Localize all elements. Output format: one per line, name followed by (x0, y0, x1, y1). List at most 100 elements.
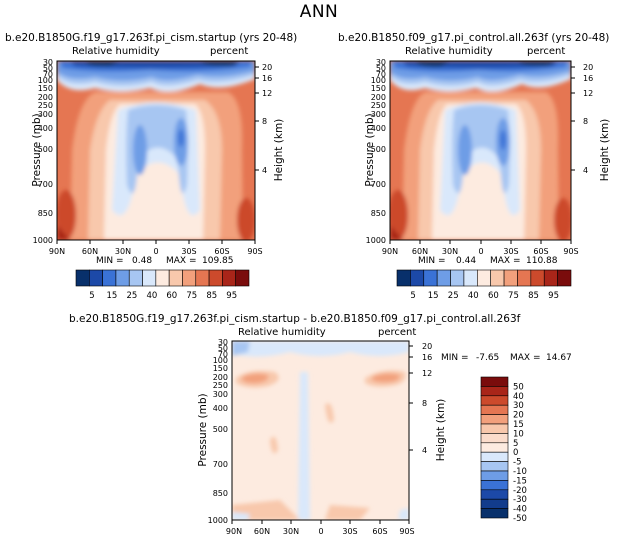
y-tick-label: 30 (376, 58, 386, 67)
y-tick-label: 250 (213, 381, 228, 390)
min-value: 0.48 (132, 256, 152, 266)
colorbar-label: 85 (528, 291, 539, 301)
colorbar-swatch (235, 269, 250, 287)
panel-3: b.e20.B1850G.f19_g17.263f.pi_cism.startu… (69, 313, 572, 536)
colorbar-swatch (436, 269, 451, 287)
colorbar-label: 85 (206, 291, 217, 301)
x-tick-label: 90S (399, 527, 414, 536)
y-tick-label: 200 (371, 93, 386, 102)
panel-title: b.e20.B1850G.f19_g17.263f.pi_cism.startu… (69, 313, 521, 325)
colorbar-swatch (480, 442, 509, 453)
x-tick-label: 30S (181, 247, 196, 256)
colorbar-swatch (480, 376, 509, 387)
y2-tick-label: 8 (262, 117, 267, 126)
colorbar-label: 20 (513, 411, 524, 421)
y-tick-label: 500 (38, 145, 53, 154)
colorbar-swatch (557, 269, 572, 287)
x-tick-label: 60S (214, 247, 229, 256)
y-tick-label: 300 (371, 110, 386, 119)
y2-tick-label: 20 (262, 63, 272, 72)
y-tick-label: 500 (371, 145, 386, 154)
colorbar-label: 75 (186, 291, 197, 301)
colorbar-swatch (155, 269, 170, 287)
colorbar-swatch (480, 423, 509, 434)
max-label: MAX = (490, 256, 521, 266)
y-tick-label: 700 (213, 460, 228, 469)
page-title: ANN (299, 2, 339, 22)
y2-tick-label: 20 (422, 342, 432, 351)
x-tick-label: 60N (82, 247, 98, 256)
x-tick-label: 90N (382, 247, 398, 256)
x-tick-label: 0 (478, 247, 483, 256)
panel-title: b.e20.B1850.f09_g17.pi_control.all.263f … (338, 32, 609, 44)
colorbar-swatch (530, 269, 545, 287)
colorbar-swatch (115, 269, 130, 287)
variable-label: Relative humidity (238, 327, 326, 338)
x-axis: 90N 60N 30N 0 30S 60S 90S (49, 240, 263, 256)
y-tick-label: 300 (38, 110, 53, 119)
colorbar-label: 25 (126, 291, 137, 301)
y-axis-title: Pressure (mb) (31, 113, 43, 186)
panel-2: b.e20.B1850.f09_g17.pi_control.all.263f … (338, 32, 611, 301)
min-max-readout: MIN = 0.44 MAX = 110.88 (418, 256, 558, 266)
colorbar-swatch (142, 269, 157, 287)
y-tick-label: 100 (371, 76, 386, 85)
min-max-readout: MIN = 0.48 MAX = 109.85 (96, 256, 234, 266)
colorbar-swatch (480, 451, 509, 462)
colorbar-swatch (480, 404, 509, 415)
y-tick-label: 1000 (33, 236, 53, 245)
x-tick-label: 0 (153, 247, 158, 256)
x-tick-label: 60N (254, 527, 270, 536)
units-label: percent (378, 327, 416, 338)
colorbar-swatch (477, 269, 491, 287)
max-label: MAX = (510, 353, 541, 363)
min-label: MIN = (418, 256, 446, 266)
y-tick-label: 1000 (208, 516, 228, 525)
colorbar-label: 15 (513, 420, 524, 430)
y-tick-label: 150 (213, 364, 228, 373)
x-tick-label: 30N (283, 527, 299, 536)
colorbar-label: 40 (146, 291, 157, 301)
y-tick-label: 50 (376, 64, 386, 73)
y-axis-pressure: 30 50 70 100 150 200 250 300 400 500 700… (208, 338, 228, 525)
units-label: percent (210, 46, 248, 57)
colorbar-swatch (102, 269, 117, 287)
x-axis: 90N 60N 30N 0 30S 60S 90S (226, 520, 415, 536)
y2-axis-title: Height (km) (435, 399, 447, 462)
contour-field (57, 61, 255, 240)
y2-tick-label: 12 (583, 89, 593, 98)
y-axis-title: Pressure (mb) (364, 113, 376, 186)
colorbar-label: -50 (513, 514, 527, 524)
colorbar-label: 60 (488, 291, 499, 301)
colorbar-swatch (208, 269, 223, 287)
colorbar-label: 5 (513, 439, 518, 449)
colorbar-swatch (480, 480, 509, 491)
x-tick-label: 90N (49, 247, 65, 256)
x-axis: 90N 60N 30N 0 30S 60S 90S (382, 240, 579, 256)
colorbar-swatch (543, 269, 558, 287)
colorbar-label: 95 (548, 291, 559, 301)
colorbar-swatch (168, 269, 183, 287)
min-label: MIN = (96, 256, 124, 266)
y-tick-label: 250 (371, 101, 386, 110)
colorbar-swatch (75, 269, 90, 287)
colorbar-swatch (182, 269, 197, 287)
x-tick-label: 0 (318, 527, 323, 536)
colorbar-label: -20 (513, 486, 527, 496)
x-tick-label: 60S (533, 247, 548, 256)
colorbar-label: 30 (513, 401, 524, 411)
colorbar: 5 15 25 40 60 75 85 95 (75, 269, 250, 301)
y2-tick-label: 12 (262, 89, 272, 98)
colorbar-label: 5 (410, 291, 415, 301)
y-tick-label: 70 (376, 70, 386, 79)
y-axis-height: 20 16 12 8 4 (255, 63, 272, 175)
colorbar-label: 40 (513, 392, 524, 402)
colorbar-label: -30 (513, 495, 527, 505)
max-label: MAX = (166, 256, 197, 266)
colorbar-swatch (480, 470, 509, 481)
y-tick-label: 700 (371, 180, 386, 189)
colorbar-swatch (517, 269, 532, 287)
y-tick-label: 400 (213, 404, 228, 413)
max-value: 109.85 (202, 256, 234, 266)
